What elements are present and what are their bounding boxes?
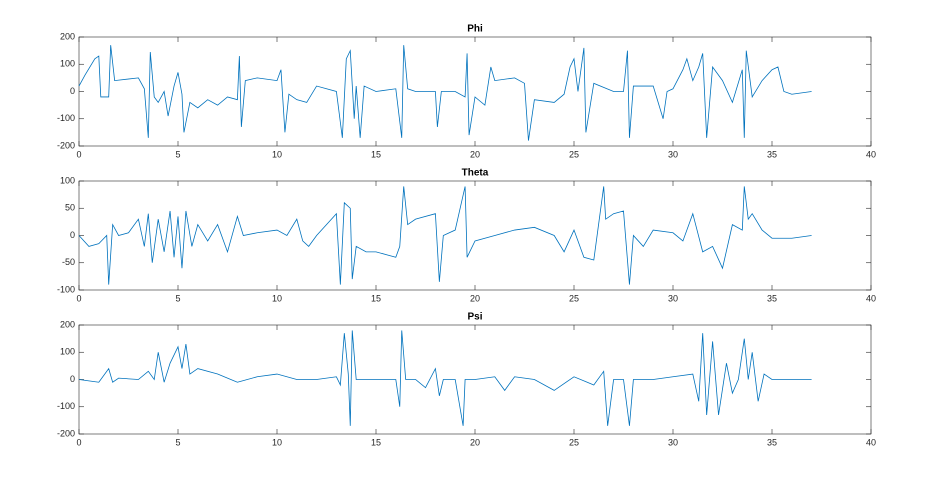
x-tick-label: 0: [76, 149, 81, 159]
x-tick-label: 5: [175, 437, 180, 447]
y-tick-label: 0: [70, 230, 75, 240]
data-line: [78, 330, 812, 426]
x-tick-label: 0: [76, 437, 81, 447]
y-tick-label: -100: [57, 113, 75, 123]
x-tick-label: 35: [767, 437, 777, 447]
x-tick-label: 15: [371, 149, 381, 159]
chart-title: Theta: [462, 168, 489, 179]
x-tick-label: 15: [371, 293, 381, 303]
y-tick-label: 50: [65, 203, 75, 213]
x-tick-label: 40: [866, 149, 876, 159]
y-tick-label: -100: [57, 401, 75, 411]
y-tick-label: 0: [70, 374, 75, 384]
x-tick-label: 20: [470, 293, 480, 303]
x-tick-label: 10: [272, 149, 282, 159]
x-tick-label: 0: [76, 293, 81, 303]
x-tick-label: 35: [767, 149, 777, 159]
x-tick-label: 15: [371, 437, 381, 447]
x-tick-label: 20: [470, 437, 480, 447]
x-tick-label: 25: [569, 293, 579, 303]
data-line: [78, 45, 812, 141]
x-tick-label: 5: [175, 293, 180, 303]
y-tick-label: 100: [60, 59, 75, 69]
x-tick-label: 25: [569, 149, 579, 159]
y-tick-label: -200: [57, 140, 75, 150]
x-tick-label: 25: [569, 437, 579, 447]
y-tick-label: 100: [60, 347, 75, 357]
y-tick-label: -50: [62, 257, 75, 267]
x-tick-label: 40: [866, 437, 876, 447]
y-tick-label: 0: [70, 86, 75, 96]
y-tick-label: 200: [60, 319, 75, 329]
x-tick-label: 20: [470, 149, 480, 159]
x-tick-label: 10: [272, 437, 282, 447]
chart-title: Phi: [467, 24, 483, 35]
axes-box: [78, 180, 872, 291]
x-tick-label: 30: [668, 149, 678, 159]
x-tick-label: 30: [668, 437, 678, 447]
data-line: [78, 186, 812, 285]
y-tick-label: -200: [57, 428, 75, 438]
axes-box: [78, 36, 872, 147]
x-tick-label: 5: [175, 149, 180, 159]
x-tick-label: 10: [272, 293, 282, 303]
x-tick-label: 30: [668, 293, 678, 303]
chart-title: Psi: [467, 312, 482, 323]
y-tick-label: -100: [57, 284, 75, 294]
x-tick-label: 35: [767, 293, 777, 303]
y-tick-label: 200: [60, 31, 75, 41]
x-tick-label: 40: [866, 293, 876, 303]
y-tick-label: 100: [60, 175, 75, 185]
